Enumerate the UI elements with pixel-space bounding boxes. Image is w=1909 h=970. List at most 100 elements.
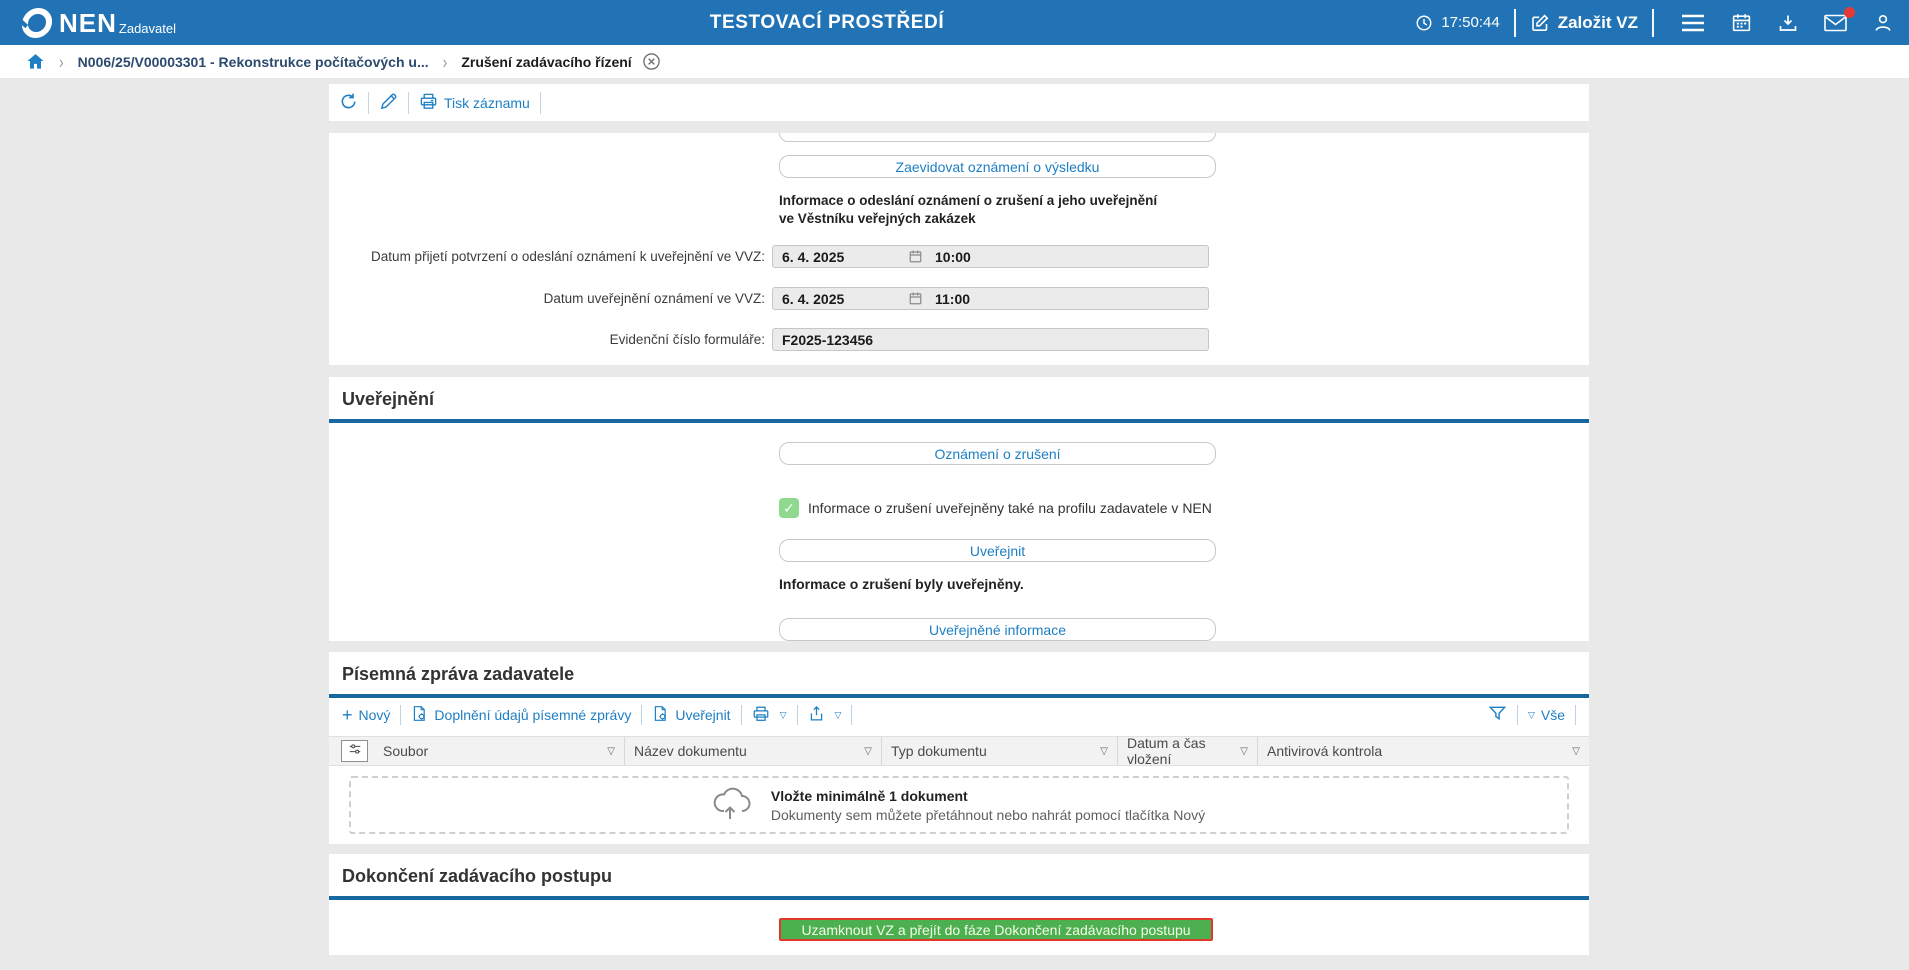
header-time: 17:50:44: [1441, 14, 1500, 31]
register-result-notice-button[interactable]: Zaevidovat oznámení o výsledku: [779, 155, 1216, 178]
create-vz-button[interactable]: Založit VZ: [1530, 13, 1638, 33]
publish-button[interactable]: Uveřejnit: [779, 539, 1216, 562]
user-icon[interactable]: [1873, 13, 1893, 33]
dropdown-arrow-icon: ▽: [834, 709, 842, 720]
refresh-button[interactable]: [339, 92, 358, 114]
divider: [1513, 8, 1516, 37]
breadcrumb: › N006/25/V00003301 - Rekonstrukce počít…: [0, 45, 1909, 78]
written-report-toolbar: + Nový Doplnění údajů písemné zprávy Uve…: [329, 702, 1589, 728]
notice-form-section: Zaevidovat oznámení o výsledku Informace…: [329, 133, 1589, 365]
written-report-section: Písemná zpráva zadavatele + Nový Doplněn…: [329, 652, 1589, 844]
publication-section: Uveřejnění Oznámení o zrušení ✓ Informac…: [329, 377, 1589, 641]
home-icon[interactable]: [26, 52, 45, 71]
sort-arrow-icon[interactable]: ▽: [1240, 745, 1248, 757]
section-title-publication: Uveřejnění: [329, 377, 1589, 423]
column-label: Název dokumentu: [634, 743, 747, 759]
published-note: Informace o zrušení byly uveřejněny.: [779, 576, 1024, 592]
sort-arrow-icon[interactable]: ▽: [1100, 745, 1108, 757]
date-received-input[interactable]: 6. 4. 2025 10:00: [772, 245, 1209, 268]
document-dropzone[interactable]: Vložte minimálně 1 dokument Dokumenty se…: [349, 776, 1569, 834]
divider: [641, 705, 643, 725]
sort-arrow-icon[interactable]: ▽: [864, 745, 872, 757]
divider: [539, 91, 541, 114]
pencil-icon: [379, 92, 398, 114]
time-value: 10:00: [935, 248, 971, 265]
column-header-file[interactable]: Soubor ▽: [374, 737, 625, 765]
nen-logo-icon: [20, 7, 54, 38]
calendar-icon[interactable]: [1731, 12, 1752, 33]
calendar-icon[interactable]: [908, 249, 923, 264]
dropdown-arrow-icon: ▽: [779, 709, 787, 720]
filter-button[interactable]: [1488, 704, 1507, 726]
divider: [368, 91, 369, 114]
field-label: Datum uveřejnění oznámení ve VVZ:: [543, 291, 765, 306]
filter-icon: [1488, 704, 1507, 726]
documents-table-header: Soubor ▽ Název dokumentu ▽ Typ dokumentu…: [329, 735, 1589, 767]
cloud-upload-icon: [713, 785, 755, 826]
chevron-icon: ›: [59, 51, 64, 72]
sort-arrow-icon[interactable]: ▽: [1572, 745, 1580, 757]
dropzone-title: Vložte minimálně 1 dokument: [770, 787, 968, 804]
filter-all-label: Vše: [1540, 707, 1565, 723]
document-gear-icon: [652, 705, 669, 725]
clipped-button[interactable]: [779, 133, 1216, 142]
breadcrumb-item-procurement[interactable]: N006/25/V00003301 - Rekonstrukce počítač…: [77, 53, 429, 70]
print-record-label: Tisk záznamu: [444, 94, 530, 111]
column-label: Typ dokumentu: [891, 743, 987, 759]
new-document-label: Nový: [358, 707, 391, 723]
downloads-icon[interactable]: [1778, 13, 1798, 33]
messages-icon[interactable]: [1824, 6, 1855, 32]
close-icon[interactable]: [642, 52, 661, 71]
new-document-button[interactable]: + Nový: [342, 705, 391, 725]
edit-icon: [1530, 13, 1550, 33]
form-number-input[interactable]: F2025-123456: [772, 328, 1209, 351]
publish-report-button[interactable]: Uveřejnit: [652, 705, 731, 725]
cancellation-notice-button[interactable]: Oznámení o zrušení: [779, 442, 1216, 465]
column-label: Datum a čas vložení: [1127, 735, 1206, 767]
divider: [796, 705, 798, 725]
checkbox-checked-icon[interactable]: ✓: [779, 498, 799, 518]
column-header-date-inserted[interactable]: Datum a čas vložení ▽: [1118, 735, 1258, 767]
record-toolbar: Tisk záznamu: [329, 84, 1589, 121]
print-record-button[interactable]: Tisk záznamu: [419, 92, 530, 114]
divider: [1652, 8, 1654, 37]
date-published-input[interactable]: 6. 4. 2025 11:00: [772, 287, 1209, 310]
field-label: Datum přijetí potvrzení o odeslání oznám…: [371, 249, 765, 264]
column-settings-icon: [348, 742, 362, 761]
nen-logo[interactable]: NEN Zadavatel: [20, 7, 176, 38]
divider: [1516, 705, 1518, 725]
info-heading: Informace o odeslání oznámení o zrušení …: [779, 192, 1589, 228]
menu-icon[interactable]: [1681, 14, 1705, 32]
document-gear-icon: [411, 705, 428, 725]
column-header-antivirus[interactable]: Antivirová kontrola ▽: [1258, 737, 1589, 765]
form-number-value: F2025-123456: [782, 331, 874, 348]
filter-all-button[interactable]: ▽ Vše: [1528, 707, 1565, 723]
calendar-icon[interactable]: [908, 291, 923, 306]
supplement-report-button[interactable]: Doplnění údajů písemné zprávy: [411, 705, 631, 725]
published-info-button[interactable]: Uveřejněné informace: [779, 618, 1216, 641]
refresh-icon: [339, 92, 358, 114]
divider: [1575, 705, 1576, 725]
printer-icon: [752, 705, 770, 726]
logo-text: NEN: [59, 7, 117, 38]
column-header-document-type[interactable]: Typ dokumentu ▽: [882, 737, 1118, 765]
chevron-icon: ›: [442, 51, 448, 72]
column-header-document-name[interactable]: Název dokumentu ▽: [625, 737, 882, 765]
plus-icon: +: [342, 705, 353, 725]
time-value: 11:00: [935, 290, 971, 307]
export-menu-button[interactable]: ▽: [808, 705, 842, 725]
info-heading-line2: ve Věstníku veřejných zakázek: [779, 211, 976, 226]
field-row: Datum uveřejnění oznámení ve VVZ: 6. 4. …: [329, 287, 1589, 310]
column-settings-button[interactable]: [341, 740, 368, 762]
completion-section: Dokončení zadávacího postupu Uzamknout V…: [329, 854, 1589, 955]
edit-record-button[interactable]: [379, 92, 398, 114]
print-menu-button[interactable]: ▽: [752, 705, 787, 726]
lock-vz-button[interactable]: Uzamknout VZ a přejít do fáze Dokončení …: [779, 918, 1213, 941]
date-value: 6. 4. 2025: [782, 290, 845, 307]
info-heading-line1: Informace o odeslání oznámení o zrušení …: [779, 193, 1158, 208]
publication-checkbox-row: ✓ Informace o zrušení uveřejněny také na…: [779, 498, 1379, 518]
divider: [740, 705, 742, 725]
environment-title: TESTOVACÍ PROSTŘEDÍ: [709, 11, 945, 33]
sort-arrow-icon[interactable]: ▽: [607, 745, 615, 757]
supplement-report-label: Doplnění údajů písemné zprávy: [434, 707, 632, 723]
